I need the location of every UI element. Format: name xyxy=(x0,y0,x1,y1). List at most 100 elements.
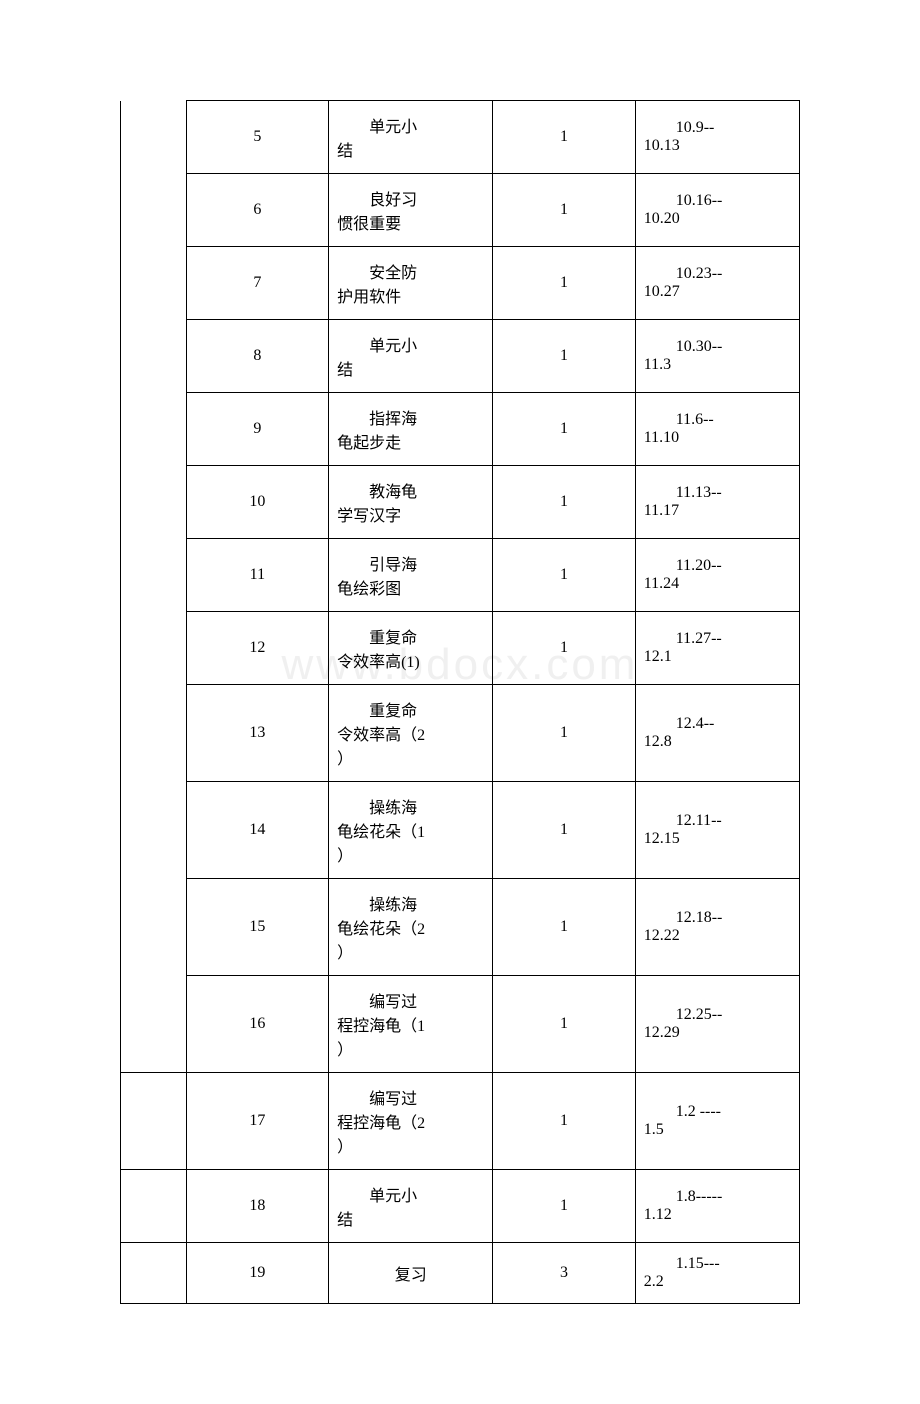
row-content: 教海龟 学写汉字 xyxy=(329,466,493,539)
content-line: 指挥海 xyxy=(337,405,484,429)
content-line: 结 xyxy=(337,137,484,161)
content-line: 教海龟 xyxy=(337,478,484,502)
row-count: 1 xyxy=(493,1073,635,1170)
row-content: 重复命 令效率高（2 ） xyxy=(329,685,493,782)
row-content: 单元小 结 xyxy=(329,320,493,393)
table-row: 5 单元小 结 1 10.9-- 10.13 xyxy=(121,101,800,174)
content-line: 结 xyxy=(337,356,484,380)
empty-cell xyxy=(121,1073,187,1170)
row-content: 编写过 程控海龟（2 ） xyxy=(329,1073,493,1170)
content-line: 操练海 xyxy=(337,794,484,818)
row-date: 1.15--- 2.2 xyxy=(635,1243,799,1304)
date-line: 10.30-- xyxy=(644,338,791,356)
row-number: 11 xyxy=(186,539,328,612)
table-row: 7 安全防 护用软件 1 10.23-- 10.27 xyxy=(121,247,800,320)
date-line: 1.12 xyxy=(644,1206,791,1224)
content-line: 良好习 xyxy=(337,186,484,210)
row-date: 12.11-- 12.15 xyxy=(635,782,799,879)
row-count: 1 xyxy=(493,976,635,1073)
date-line: 1.15--- xyxy=(644,1255,791,1273)
row-count: 1 xyxy=(493,466,635,539)
row-date: 10.30-- 11.3 xyxy=(635,320,799,393)
content-line: 重复命 xyxy=(337,624,484,648)
row-number: 15 xyxy=(186,879,328,976)
row-count: 1 xyxy=(493,247,635,320)
table-row: 10 教海龟 学写汉字 1 11.13-- 11.17 xyxy=(121,466,800,539)
row-content: 重复命 令效率高(1) xyxy=(329,612,493,685)
table-row: 11 引导海 龟绘彩图 1 11.20-- 11.24 xyxy=(121,539,800,612)
content-line: 安全防 xyxy=(337,259,484,283)
empty-cell xyxy=(121,101,187,1073)
row-count: 1 xyxy=(493,393,635,466)
content-line: 编写过 xyxy=(337,1085,484,1109)
content-line: ） xyxy=(337,939,484,963)
date-line: 10.27 xyxy=(644,283,791,301)
content-line: 操练海 xyxy=(337,891,484,915)
content-line: 结 xyxy=(337,1206,484,1230)
row-count: 1 xyxy=(493,539,635,612)
row-content: 单元小 结 xyxy=(329,1170,493,1243)
table-row: 16 编写过 程控海龟（1 ） 1 12.25-- 12.29 xyxy=(121,976,800,1073)
content-line: ） xyxy=(337,745,484,769)
table-row: 8 单元小 结 1 10.30-- 11.3 xyxy=(121,320,800,393)
date-line: 12.8 xyxy=(644,733,791,751)
row-content: 良好习 惯很重要 xyxy=(329,174,493,247)
content-line: ） xyxy=(337,842,484,866)
content-line: 引导海 xyxy=(337,551,484,575)
row-count: 1 xyxy=(493,320,635,393)
row-content: 引导海 龟绘彩图 xyxy=(329,539,493,612)
table-row: 13 重复命 令效率高（2 ） 1 12.4-- 12.8 xyxy=(121,685,800,782)
date-line: 1.5 xyxy=(644,1121,791,1139)
row-content: 操练海 龟绘花朵（1 ） xyxy=(329,782,493,879)
content-line: 令效率高(1) xyxy=(337,648,484,672)
table-row: 19 复习 3 1.15--- 2.2 xyxy=(121,1243,800,1304)
date-line: 11.3 xyxy=(644,356,791,374)
date-line: 10.13 xyxy=(644,137,791,155)
row-number: 5 xyxy=(186,101,328,174)
row-count: 1 xyxy=(493,782,635,879)
content-line: 护用软件 xyxy=(337,283,484,307)
content-line: 单元小 xyxy=(337,1182,484,1206)
date-line: 12.18-- xyxy=(644,909,791,927)
date-line: 10.9-- xyxy=(644,119,791,137)
row-number: 10 xyxy=(186,466,328,539)
row-content: 指挥海 龟起步走 xyxy=(329,393,493,466)
content-line: 龟绘彩图 xyxy=(337,575,484,599)
date-line: 10.20 xyxy=(644,210,791,228)
row-date: 12.18-- 12.22 xyxy=(635,879,799,976)
row-date: 12.25-- 12.29 xyxy=(635,976,799,1073)
content-line: 重复命 xyxy=(337,697,484,721)
row-date: 12.4-- 12.8 xyxy=(635,685,799,782)
date-line: 12.25-- xyxy=(644,1006,791,1024)
row-number: 8 xyxy=(186,320,328,393)
row-number: 12 xyxy=(186,612,328,685)
date-line: 2.2 xyxy=(644,1273,791,1291)
date-line: 1.2 ---- xyxy=(644,1103,791,1121)
row-content: 安全防 护用软件 xyxy=(329,247,493,320)
row-date: 11.27-- 12.1 xyxy=(635,612,799,685)
table-row: 12 重复命 令效率高(1) 1 11.27-- 12.1 xyxy=(121,612,800,685)
row-count: 1 xyxy=(493,174,635,247)
row-date: 11.6-- 11.10 xyxy=(635,393,799,466)
row-date: 10.23-- 10.27 xyxy=(635,247,799,320)
row-number: 19 xyxy=(186,1243,328,1304)
row-number: 7 xyxy=(186,247,328,320)
table-row: 17 编写过 程控海龟（2 ） 1 1.2 ---- 1.5 xyxy=(121,1073,800,1170)
table-row: 18 单元小 结 1 1.8----- 1.12 xyxy=(121,1170,800,1243)
content-line: 复习 xyxy=(395,1267,427,1284)
date-line: 11.17 xyxy=(644,502,791,520)
row-count: 3 xyxy=(493,1243,635,1304)
empty-cell xyxy=(121,1243,187,1304)
date-line: 12.22 xyxy=(644,927,791,945)
date-line: 12.15 xyxy=(644,830,791,848)
content-line: 龟起步走 xyxy=(337,429,484,453)
date-line: 11.10 xyxy=(644,429,791,447)
date-line: 11.20-- xyxy=(644,557,791,575)
content-line: 单元小 xyxy=(337,113,484,137)
row-count: 1 xyxy=(493,612,635,685)
row-date: 10.16-- 10.20 xyxy=(635,174,799,247)
row-date: 1.8----- 1.12 xyxy=(635,1170,799,1243)
row-count: 1 xyxy=(493,101,635,174)
row-date: 1.2 ---- 1.5 xyxy=(635,1073,799,1170)
content-line: ） xyxy=(337,1036,484,1060)
